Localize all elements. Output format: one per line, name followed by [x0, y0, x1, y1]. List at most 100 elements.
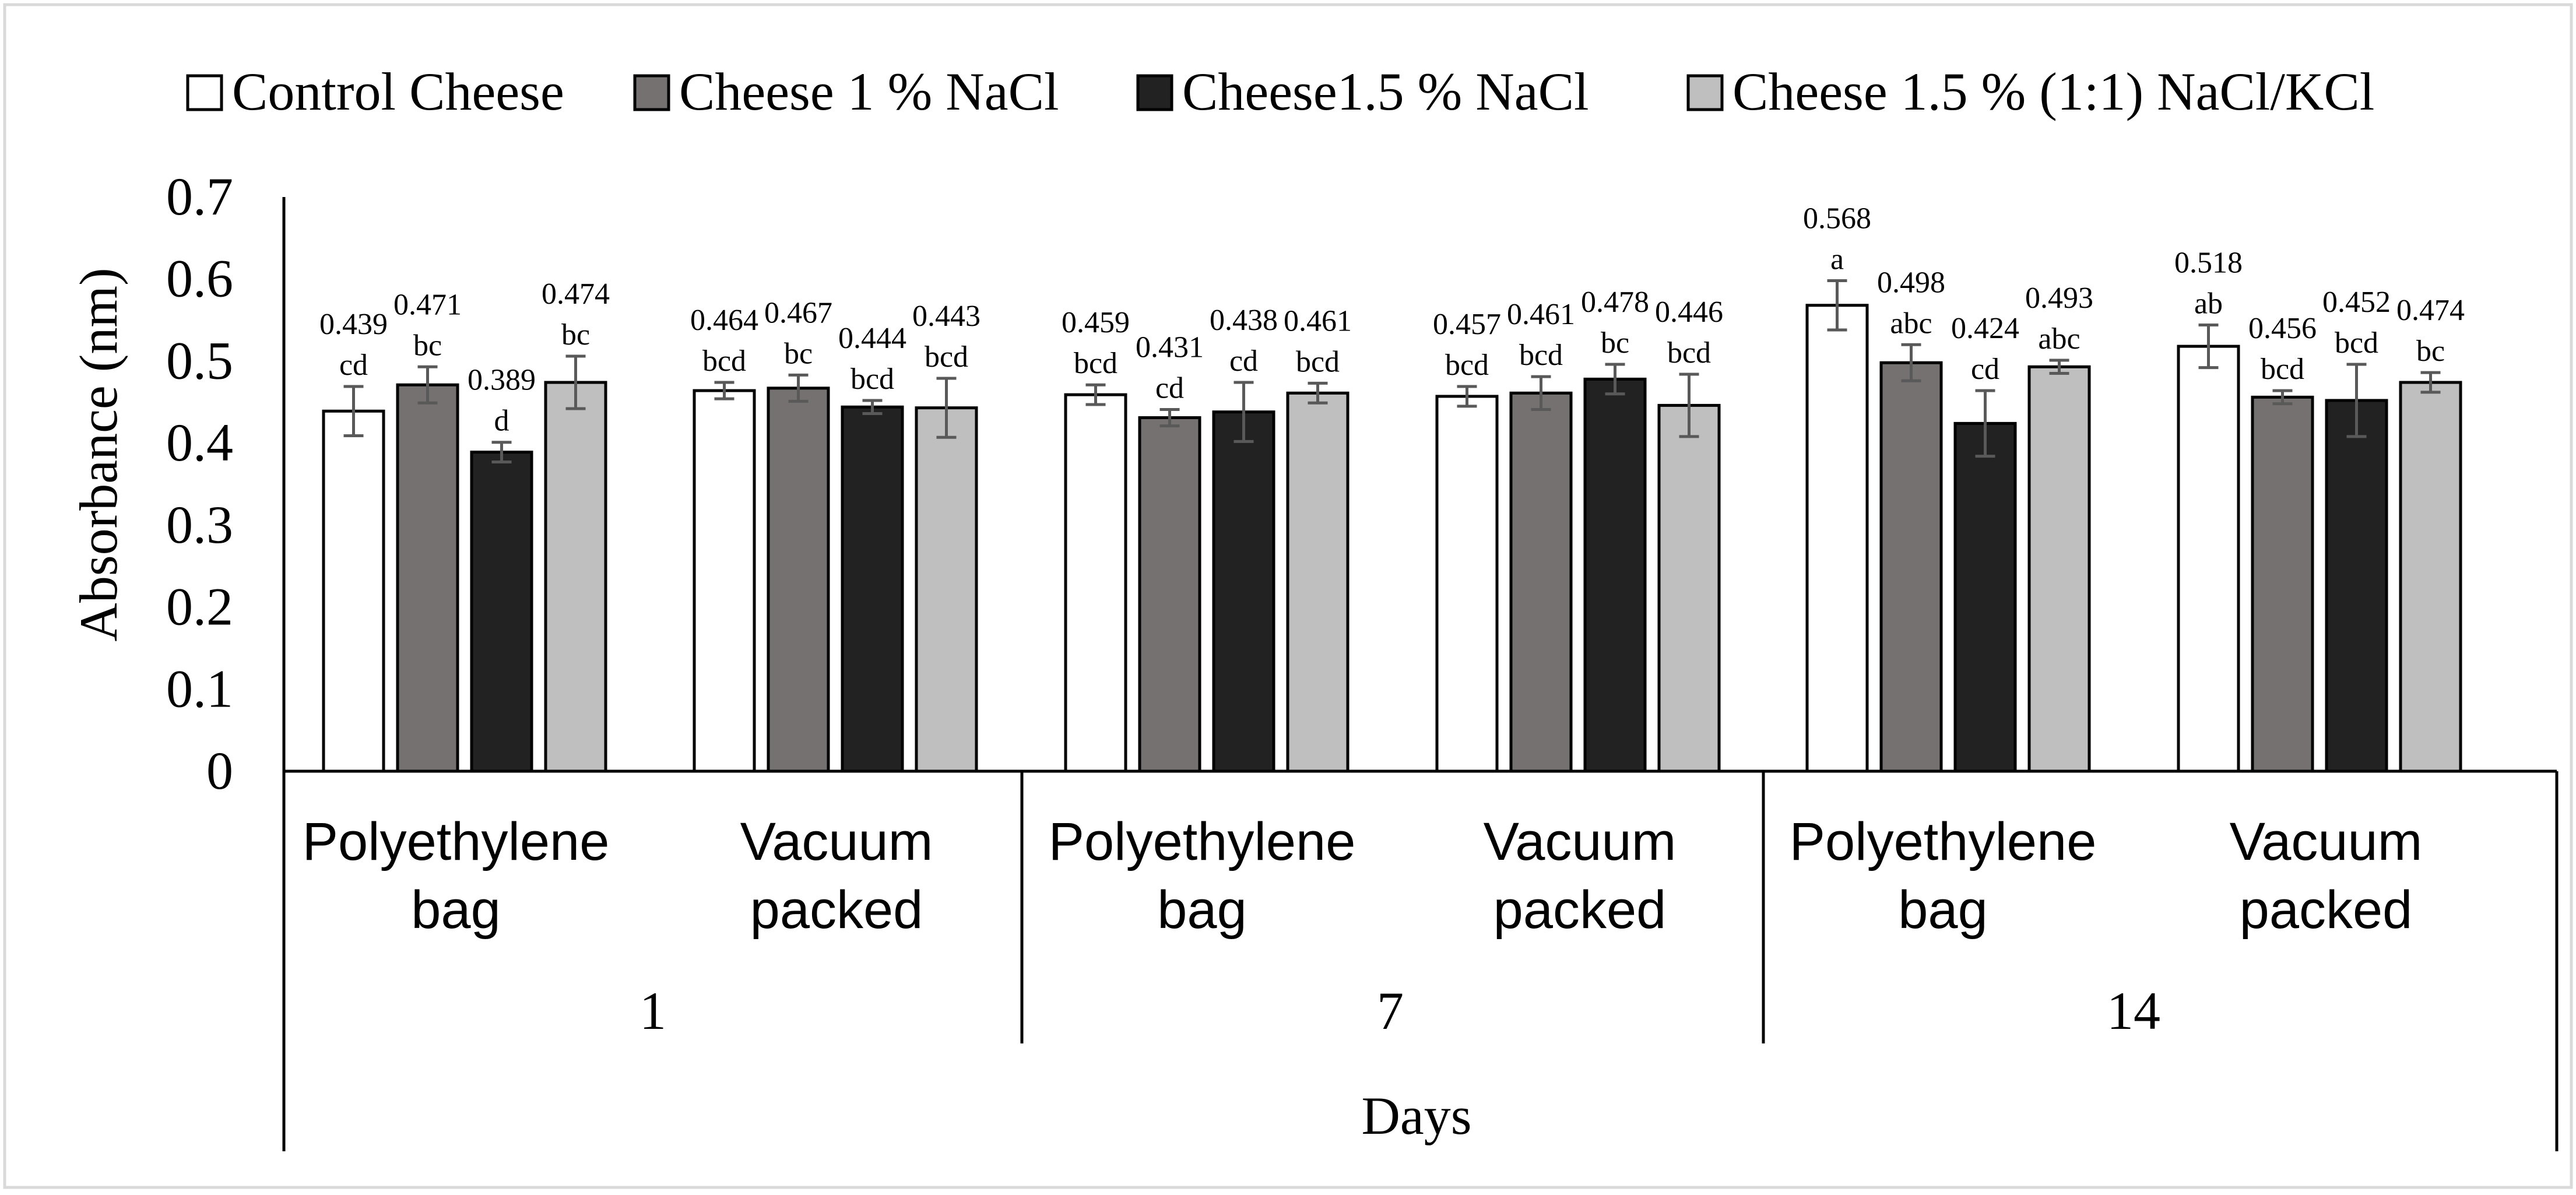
significance-letters: bc	[1601, 326, 1629, 360]
legend-label-2: Cheese 1 % NaCl	[679, 62, 1059, 121]
significance-letters: bcd	[1296, 345, 1340, 378]
data-label: 0.474	[542, 277, 610, 311]
bar	[1064, 393, 1127, 773]
data-label: 0.446	[1655, 296, 1723, 329]
category-label: Polyethylene	[1049, 812, 1356, 871]
bar	[915, 406, 978, 773]
significance-letters: cd	[1971, 353, 1999, 386]
legend-swatch-3	[1136, 74, 1173, 111]
bar	[396, 383, 459, 773]
significance-letters: bc	[413, 329, 442, 362]
bar	[1435, 395, 1499, 773]
data-label: 0.467	[764, 296, 832, 329]
significance-letters: bcd	[1519, 339, 1563, 372]
legend-swatch-4	[1686, 74, 1724, 111]
significance-letters: abc	[2038, 322, 2080, 356]
significance-letters: bcd	[1074, 347, 1117, 380]
data-label: 0.474	[2396, 294, 2465, 327]
bar	[767, 386, 830, 773]
data-label: 0.456	[2248, 312, 2317, 345]
data-label: 0.478	[1581, 286, 1649, 319]
bar	[2399, 381, 2462, 773]
bar	[693, 389, 756, 773]
bar	[544, 381, 607, 773]
bar	[1805, 304, 1869, 773]
significance-letters: bc	[784, 337, 813, 370]
day-label: 1	[639, 981, 666, 1041]
y-tick-label: 0.5	[166, 331, 233, 390]
y-tick-label: 0	[206, 741, 233, 800]
x-axis-title: Days	[1361, 1086, 1471, 1145]
significance-letters: bcd	[925, 340, 968, 374]
data-label: 0.459	[1062, 306, 1130, 339]
significance-letters: bcd	[851, 363, 894, 396]
category-label: Vacuum	[2230, 812, 2423, 871]
bar	[1583, 377, 1647, 773]
data-label: 0.439	[319, 308, 388, 341]
data-label: 0.452	[2322, 286, 2391, 319]
significance-letters: bcd	[702, 345, 746, 378]
category-label: packed	[1493, 880, 1667, 940]
significance-letters: cd	[1229, 345, 1258, 378]
data-label: 0.498	[1877, 266, 1945, 299]
bar	[2251, 395, 2314, 773]
x-axis: Polyethylene bag Vacuum packed 1 Polyethylene…	[282, 769, 2559, 1151]
significance-letters: cd	[1155, 371, 1184, 405]
y-tick-label: 0.1	[166, 659, 233, 718]
data-label: 0.471	[393, 288, 462, 321]
category-label: bag	[411, 880, 501, 940]
bar	[322, 409, 385, 773]
bar	[1212, 410, 1275, 773]
bar	[1138, 416, 1201, 773]
legend: Control Cheese Cheese 1 % NaCl Cheese1.5 %…	[186, 62, 2374, 121]
y-tick-label: 0.7	[166, 167, 233, 226]
bar	[2177, 345, 2240, 773]
significance-letters: bcd	[1667, 336, 1711, 370]
bar	[841, 405, 904, 773]
significance-letters: ab	[2194, 287, 2223, 321]
data-label: 0.518	[2174, 247, 2243, 280]
bar	[1879, 361, 1943, 773]
y-tick-label: 0.3	[166, 495, 233, 554]
data-label: 0.464	[690, 304, 758, 337]
category-label: Polyethylene	[1790, 812, 2097, 871]
y-tick-label: 0.4	[166, 413, 233, 472]
data-label: 0.424	[1951, 312, 2019, 345]
bar	[1953, 421, 2017, 773]
y-tick-label: 0.2	[166, 577, 233, 637]
data-label: 0.457	[1433, 308, 1501, 341]
category-label: packed	[750, 880, 923, 940]
category-label: bag	[1157, 880, 1247, 940]
data-label: 0.389	[468, 364, 536, 397]
significance-letters: bc	[2416, 335, 2445, 368]
bar	[470, 451, 533, 773]
y-tick-label: 0.6	[166, 249, 233, 308]
data-label: 0.461	[1284, 304, 1352, 338]
data-label: 0.443	[912, 300, 981, 333]
day-label: 7	[1377, 981, 1404, 1041]
legend-swatch-1	[186, 74, 223, 111]
category-label: Polyethylene	[303, 812, 610, 871]
bar	[1286, 391, 1349, 773]
significance-letters: d	[494, 405, 509, 438]
significance-letters: bc	[561, 318, 590, 352]
category-label: Vacuum	[740, 812, 933, 871]
bar	[1657, 403, 1721, 773]
y-axis-label: Absorbance (nm)	[69, 268, 128, 641]
significance-letters: bcd	[2261, 353, 2304, 386]
significance-letters: bcd	[2335, 326, 2378, 360]
y-axis: Absorbance (nm) 0 0.1 0.2 0.3 0.4 0.5 0.6 0.7	[69, 167, 286, 800]
significance-letters: abc	[1890, 307, 1932, 340]
data-label: 0.493	[2025, 282, 2093, 315]
category-label: packed	[2240, 880, 2413, 940]
significance-letters: bcd	[1445, 349, 1489, 382]
bar	[1509, 391, 1573, 773]
bar	[2027, 365, 2091, 773]
category-label: bag	[1898, 880, 1988, 940]
legend-label-4: Cheese 1.5 % (1:1) NaCl/KCl	[1732, 62, 2374, 121]
day-label: 14	[2107, 981, 2160, 1041]
legend-label-1: Control Cheese	[232, 62, 564, 121]
bar	[2325, 399, 2388, 773]
